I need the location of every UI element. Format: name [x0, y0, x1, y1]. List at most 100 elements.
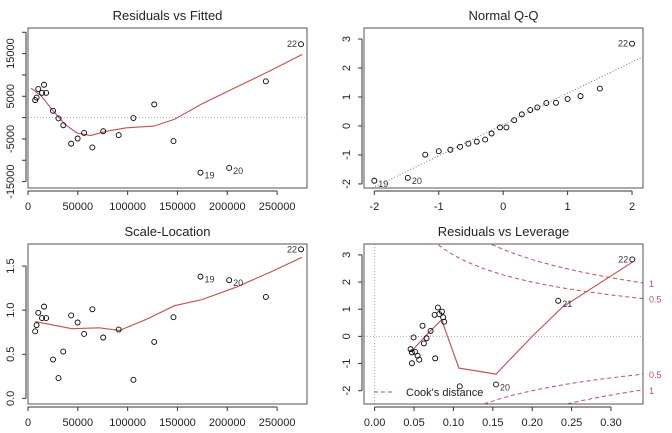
data-point	[262, 78, 269, 85]
y-tick-label: 2	[341, 279, 353, 285]
data-point	[432, 355, 439, 362]
qq-reference-line	[372, 56, 643, 188]
y-tick-label: 0.5	[5, 347, 17, 362]
data-point	[60, 122, 67, 129]
data-point	[438, 308, 445, 315]
point-label: 21	[562, 299, 572, 309]
x-tick-label: 0	[500, 201, 506, 213]
y-tick-label: 2	[341, 65, 353, 71]
panel-normal-q-q: Normal Q-Q -2 -1 0 1 2 -2 -1 0 1 2 3 19 20 22	[341, 8, 644, 213]
data-point	[482, 136, 489, 143]
data-point	[434, 304, 441, 311]
data-point	[33, 94, 40, 101]
data-point	[407, 346, 414, 353]
data-point	[89, 144, 96, 151]
x-axis	[373, 190, 633, 195]
data-point	[564, 96, 571, 102]
smooth-line	[30, 54, 303, 137]
data-point	[518, 111, 525, 118]
data-point	[100, 128, 107, 135]
x-tick-label: 0.30	[600, 417, 621, 429]
y-tick-label: 15000	[5, 38, 17, 69]
y-tick-label: -2	[341, 179, 353, 189]
y-axis	[358, 254, 363, 392]
y-tick-label: 0	[341, 333, 353, 339]
x-tick-label: 250000	[259, 417, 296, 429]
data-point	[170, 138, 177, 145]
cooks-level-label: 1	[649, 279, 654, 289]
x-tick-label: 0.20	[522, 417, 543, 429]
x-tick-label: -2	[369, 201, 379, 213]
data-point	[553, 99, 559, 106]
y-tick-label: -15000	[5, 164, 17, 198]
data-point	[35, 309, 42, 316]
point-label: 22	[287, 39, 297, 49]
data-point	[35, 86, 42, 92]
data-point	[55, 375, 62, 382]
y-tick-label: 0.0	[5, 391, 17, 406]
data-point	[262, 293, 269, 300]
data-point	[33, 322, 40, 329]
data-point	[130, 376, 137, 383]
x-axis	[27, 190, 278, 195]
data-point	[41, 303, 47, 310]
data-point	[527, 107, 534, 113]
data-point	[447, 146, 454, 153]
x-tick-label: 150000	[159, 417, 196, 429]
point-label: 20	[412, 176, 422, 186]
plot-frame	[363, 243, 644, 405]
data-point	[503, 124, 510, 131]
data-point	[39, 315, 45, 322]
point-label: 20	[233, 166, 243, 176]
data-point	[41, 81, 47, 88]
data-point	[68, 140, 75, 147]
data-point	[43, 89, 50, 96]
data-point	[419, 322, 426, 329]
point-label: 20	[500, 382, 510, 392]
plot-frame	[27, 27, 308, 189]
data-point	[43, 315, 50, 322]
data-point	[32, 328, 39, 335]
panel-title: Scale-Location	[125, 224, 211, 239]
x-tick-label: 0.25	[561, 417, 582, 429]
data-point	[596, 85, 603, 92]
panel-title: Residuals vs Leverage	[438, 224, 570, 239]
data-point	[81, 331, 88, 337]
data-point	[226, 164, 233, 171]
x-axis	[374, 406, 612, 411]
x-tick-label: 0.05	[403, 417, 424, 429]
x-tick-label: -1	[434, 201, 444, 213]
plot-area	[28, 41, 307, 176]
cooks-distance-contour	[491, 244, 643, 284]
data-point	[68, 312, 75, 319]
y-tick-label: -1	[341, 150, 353, 160]
data-point	[423, 335, 430, 342]
point-label: 19	[204, 275, 214, 285]
data-point	[577, 93, 584, 100]
data-point	[298, 41, 304, 48]
y-tick-label: 5000	[5, 84, 17, 108]
panel-residuals-vs-fitted: Residuals vs Fitted 0 50000 100000 150000 200…	[5, 8, 308, 213]
data-point	[151, 338, 158, 345]
point-label: 22	[618, 254, 628, 264]
data-point	[226, 277, 233, 284]
x-tick-label: 2	[629, 201, 635, 213]
x-tick-label: 200000	[209, 201, 246, 213]
data-point	[534, 104, 541, 111]
panel-residuals-vs-leverage: Residuals vs Leverage 0.00 0.05 0.10 0.15 0.2…	[341, 224, 662, 429]
x-tick-label: 1	[565, 201, 571, 213]
data-point	[410, 334, 417, 341]
x-tick-label: 0.10	[443, 417, 464, 429]
data-point	[371, 177, 378, 184]
point-label: 22	[287, 244, 297, 254]
data-point	[404, 174, 411, 181]
y-tick-label: 0	[341, 123, 353, 129]
data-point	[440, 314, 447, 321]
data-point	[50, 356, 56, 363]
data-point	[408, 360, 415, 367]
data-point	[74, 135, 81, 142]
data-point	[456, 383, 463, 390]
cooks-distance-contour	[438, 244, 643, 300]
x-tick-label: 100000	[109, 201, 146, 213]
data-point	[115, 132, 122, 139]
